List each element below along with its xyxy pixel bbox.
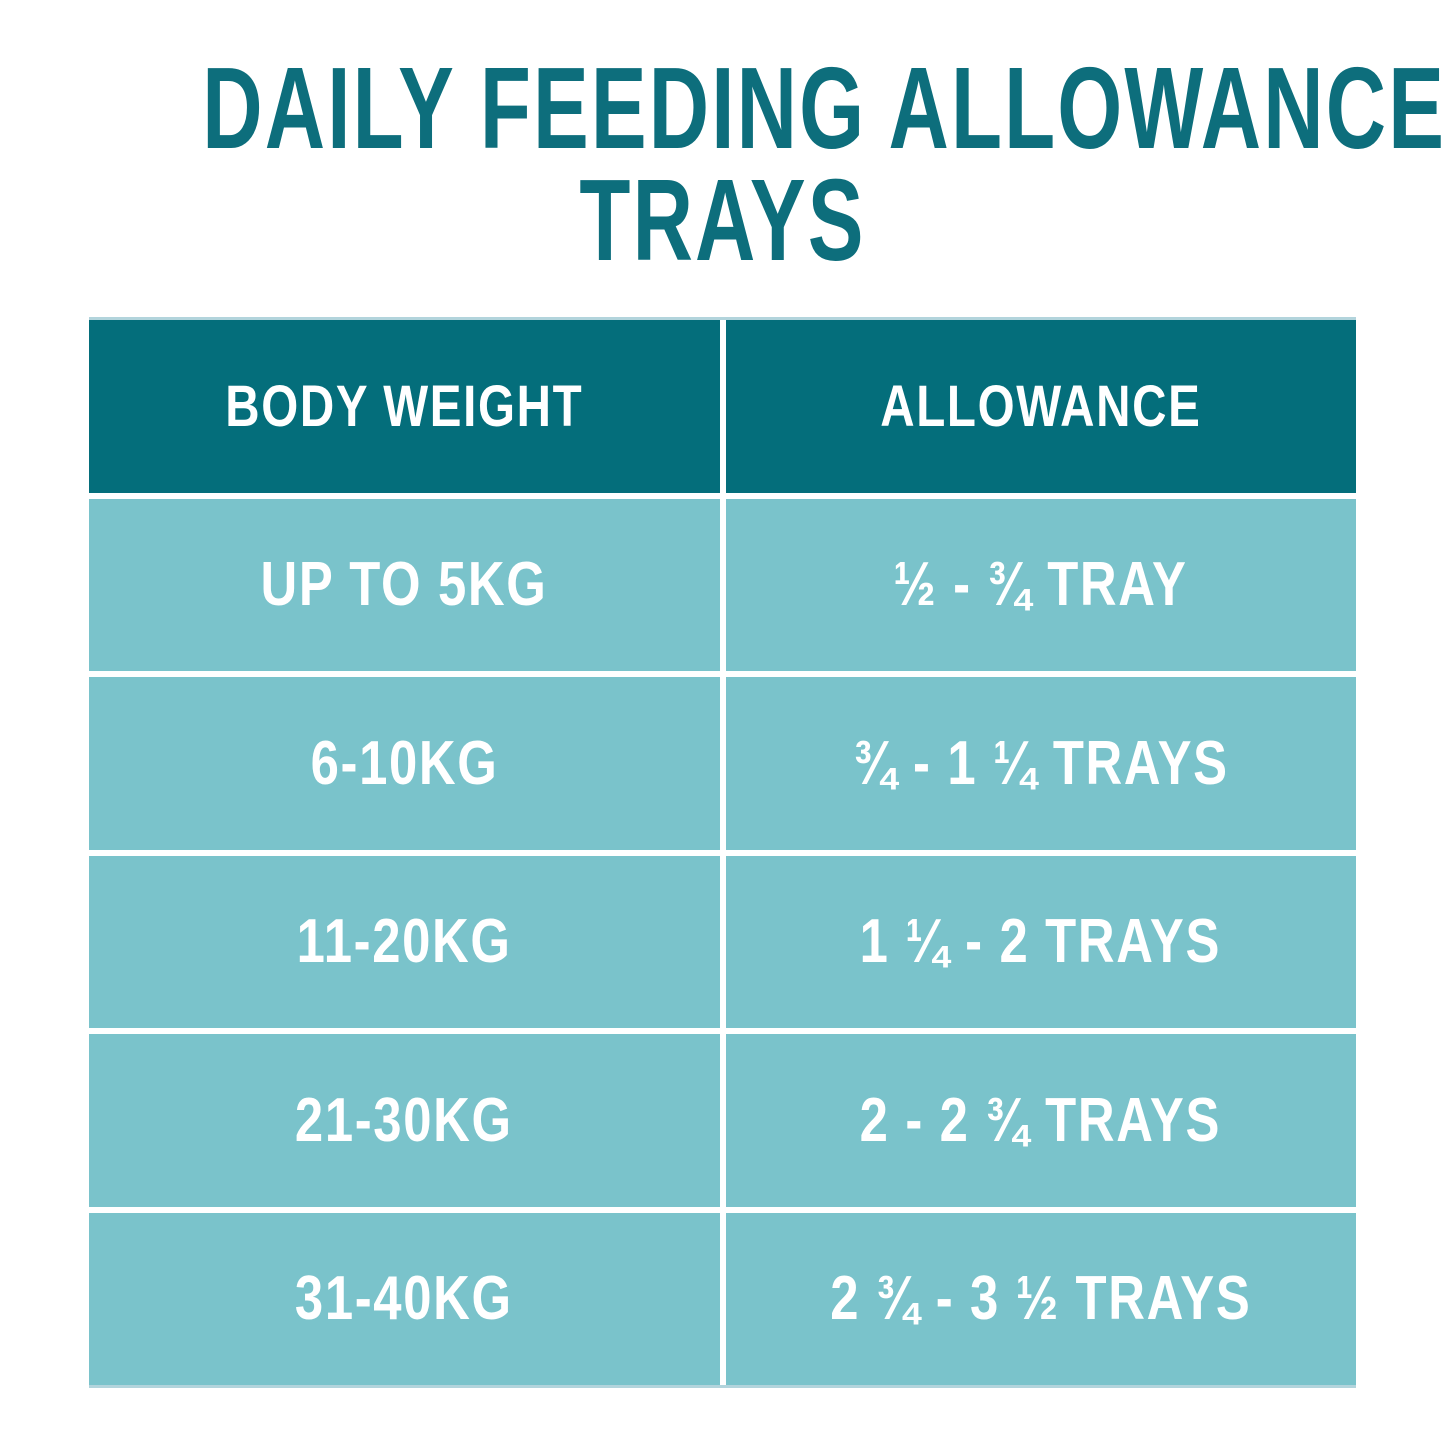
- allowance-cell: 2 ¾ - 3 ½ TRAYS: [725, 1212, 1356, 1385]
- body-weight-cell: UP TO 5KG: [89, 498, 720, 671]
- table-row: UP TO 5KG ½ - ¾ TRAY: [89, 498, 1356, 671]
- table-header-row: BODY WEIGHT ALLOWANCE: [89, 320, 1356, 493]
- allowance-cell: ¾ - 1 ¼ TRAYS: [725, 677, 1356, 850]
- allowance-cell: ½ - ¾ TRAY: [725, 498, 1356, 671]
- header-cell-body-weight: BODY WEIGHT: [89, 320, 720, 493]
- allowance-value: ¾ - 1 ¼ TRAYS: [853, 728, 1229, 798]
- body-weight-cell: 11-20KG: [89, 855, 720, 1028]
- header-cell-allowance: ALLOWANCE: [725, 320, 1356, 493]
- allowance-value: 1 ¼ - 2 TRAYS: [860, 907, 1222, 977]
- body-weight-cell: 6-10KG: [89, 677, 720, 850]
- table-row: 6-10KG ¾ - 1 ¼ TRAYS: [89, 677, 1356, 850]
- body-weight-value: 11-20KG: [296, 907, 512, 977]
- allowance-value: 2 ¾ - 3 ½ TRAYS: [830, 1264, 1252, 1334]
- table-row: 31-40KG 2 ¾ - 3 ½ TRAYS: [89, 1212, 1356, 1385]
- page-title: DAILY FEEDING ALLOWANCE TRAYS: [0, 43, 1445, 285]
- body-weight-value: 21-30KG: [295, 1085, 514, 1155]
- allowance-cell: 1 ¼ - 2 TRAYS: [725, 855, 1356, 1028]
- body-weight-value: 31-40KG: [295, 1264, 514, 1334]
- allowance-value: 2 - 2 ¾ TRAYS: [860, 1085, 1222, 1155]
- body-weight-cell: 31-40KG: [89, 1212, 720, 1385]
- body-weight-value: UP TO 5KG: [260, 550, 548, 620]
- page-title-line1: DAILY FEEDING ALLOWANCE: [202, 43, 1445, 173]
- allowance-value: ½ - ¾ TRAY: [893, 550, 1188, 620]
- body-weight-cell: 21-30KG: [89, 1034, 720, 1207]
- page-title-line2: TRAYS: [579, 155, 866, 285]
- header-label-allowance: ALLOWANCE: [880, 373, 1202, 439]
- header-label-body-weight: BODY WEIGHT: [225, 373, 584, 439]
- body-weight-value: 6-10KG: [310, 728, 499, 798]
- allowance-cell: 2 - 2 ¾ TRAYS: [725, 1034, 1356, 1207]
- table-row: 21-30KG 2 - 2 ¾ TRAYS: [89, 1034, 1356, 1207]
- feeding-allowance-table: BODY WEIGHT ALLOWANCE UP TO 5KG ½ - ¾ TR…: [89, 317, 1356, 1388]
- table-row: 11-20KG 1 ¼ - 2 TRAYS: [89, 855, 1356, 1028]
